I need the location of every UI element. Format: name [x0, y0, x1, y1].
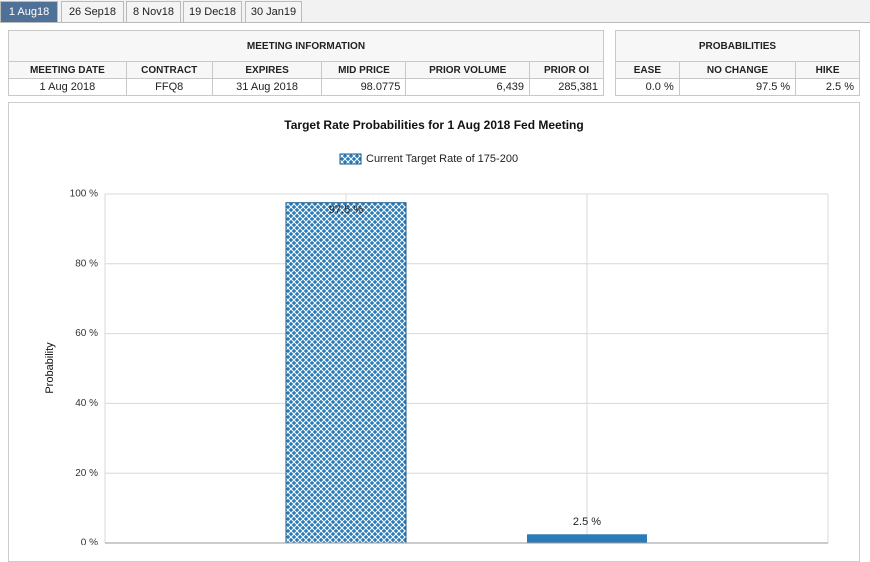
column-header: MEETING DATE: [8, 61, 127, 79]
column-header: PRIOR VOLUME: [405, 61, 531, 79]
cell: 97.5 %: [678, 78, 797, 96]
legend-label: Current Target Rate of 175-200: [366, 153, 518, 165]
value-label: 97.5 %: [329, 204, 363, 216]
meeting-table: MEETING INFORMATION MEETING DATE CONTRAC…: [8, 30, 604, 96]
cell: 31 Aug 2018: [211, 78, 323, 96]
cell: 6,439: [405, 78, 531, 96]
column-header: HIKE: [795, 61, 860, 79]
y-tick-label: 100 %: [70, 189, 98, 200]
y-tick-label: 20 %: [75, 468, 98, 479]
column-header: NO CHANGE: [678, 61, 797, 79]
tab[interactable]: 30 Jan19: [245, 1, 302, 22]
tab-bar: 1 Aug18 26 Sep18 8 Nov18 19 Dec18 30 Jan…: [0, 0, 870, 23]
probabilities-table: PROBABILITIES EASE NO CHANGE HIKE 0.0 % …: [615, 30, 860, 96]
chart: Target Rate Probabilities for 1 Aug 2018…: [44, 118, 829, 545]
cell: 0.0 %: [615, 78, 680, 96]
y-axis-label: Probability: [44, 342, 56, 394]
y-tick-label: 0 %: [81, 538, 98, 545]
column-header: PRIOR OI: [529, 61, 604, 79]
column-header: CONTRACT: [125, 61, 213, 79]
y-tick-label: 80 %: [75, 258, 98, 269]
cell: 98.0775: [321, 78, 407, 96]
y-tick-label: 60 %: [75, 328, 98, 339]
cell: 1 Aug 2018: [8, 78, 127, 96]
tab[interactable]: 19 Dec18: [183, 1, 242, 22]
chart-title: Target Rate Probabilities for 1 Aug 2018…: [284, 118, 583, 132]
cell: FFQ8: [125, 78, 213, 96]
bar: [285, 202, 407, 544]
cell: 285,381: [529, 78, 604, 96]
column-header: MID PRICE: [321, 61, 407, 79]
column-header: EXPIRES: [211, 61, 323, 79]
tab[interactable]: 8 Nov18: [126, 1, 181, 22]
legend-swatch: [339, 153, 362, 165]
bar: [527, 534, 647, 543]
table-title: MEETING INFORMATION: [8, 30, 604, 62]
y-tick-label: 40 %: [75, 398, 98, 409]
cell: 2.5 %: [795, 78, 860, 96]
value-label: 2.5 %: [573, 516, 601, 528]
tab[interactable]: 26 Sep18: [61, 1, 124, 22]
table-title: PROBABILITIES: [615, 30, 860, 62]
tab[interactable]: 1 Aug18: [0, 1, 58, 22]
column-header: EASE: [615, 61, 680, 79]
